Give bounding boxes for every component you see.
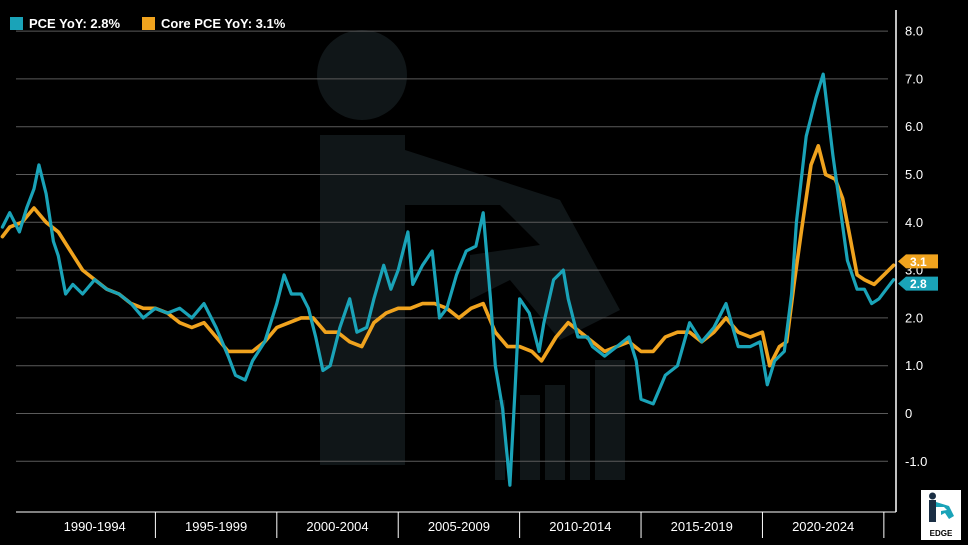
y-tick-label: 1.0: [905, 358, 923, 373]
x-tick-label: 2010-2014: [549, 519, 611, 534]
legend-item-pce: PCE YoY: 2.8%: [10, 16, 120, 31]
end-value-label: 3.1: [910, 255, 927, 269]
legend-swatch-core-pce: [142, 17, 156, 30]
legend-swatch-pce: [10, 17, 23, 30]
y-tick-label: 0: [905, 406, 912, 421]
edge-watermark-logo: [317, 30, 625, 480]
x-tick-label: 2015-2019: [671, 519, 733, 534]
end-value-label: 2.8: [910, 277, 927, 291]
y-tick-label: 8.0: [905, 24, 923, 39]
y-tick-label: 7.0: [905, 71, 923, 86]
edge-logo-text: EDGE: [929, 529, 953, 538]
x-tick-label: 2005-2009: [428, 519, 490, 534]
end-value-label-bg: [898, 254, 938, 269]
y-tick-label: 5.0: [905, 167, 923, 182]
legend-label-pce: PCE YoY: 2.8%: [29, 16, 121, 31]
legend-label-core-pce: Core PCE YoY: 3.1%: [161, 16, 286, 31]
y-tick-label: 4.0: [905, 215, 923, 230]
x-tick-label: 2020-2024: [792, 519, 854, 534]
chart-legend: PCE YoY: 2.8% Core PCE YoY: 3.1%: [10, 16, 285, 31]
end-value-label-bg: [898, 276, 938, 291]
pce-yoy-line: [0, 72, 896, 487]
y-tick-label: -1.0: [905, 454, 927, 469]
x-tick-label: 1995-1999: [185, 519, 247, 534]
y-tick-label: 6.0: [905, 119, 923, 134]
legend-item-core-pce: Core PCE YoY: 3.1%: [142, 16, 285, 31]
edge-logo-icon: [929, 492, 954, 522]
x-tick-label: 1990-1994: [64, 519, 126, 534]
y-tick-label: 2.0: [905, 310, 923, 325]
edge-logo: EDGE: [921, 490, 961, 540]
x-tick-label: 2000-2004: [306, 519, 368, 534]
